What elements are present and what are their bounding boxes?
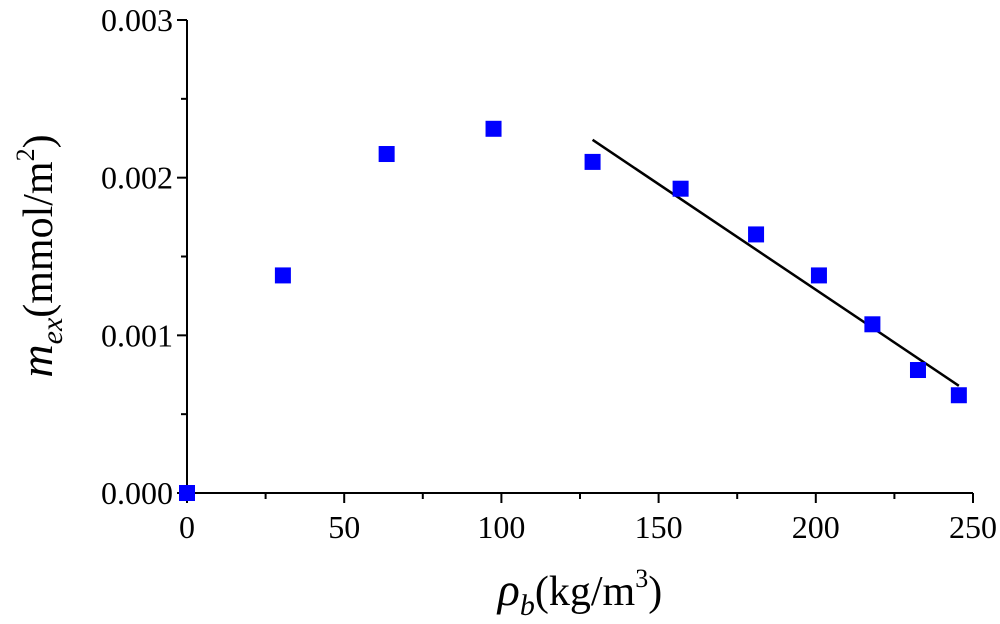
data-point	[274, 267, 291, 284]
x-axis-title: ρb(kg/m3)	[496, 564, 662, 622]
y-tick-label: 0.003	[101, 2, 173, 38]
x-axis-subscript: b	[520, 589, 535, 622]
x-axis-symbol: ρ	[496, 564, 520, 615]
y-axis-symbol: m	[11, 344, 62, 377]
data-point	[179, 485, 195, 501]
y-axis-unit-close: )	[16, 134, 62, 148]
data-point	[378, 146, 395, 163]
y-axis-unit-sup: 2	[11, 148, 40, 161]
y-axis-title: mex(mmol/m2)	[11, 134, 69, 377]
data-point	[672, 180, 689, 197]
data-point	[810, 267, 827, 284]
x-tick-label: 0	[179, 509, 195, 545]
x-axis-unit-sup: 3	[635, 564, 648, 593]
data-point	[748, 226, 765, 243]
fit-line-group	[591, 138, 960, 387]
x-tick-label: 150	[635, 509, 683, 545]
x-ticks: 0 50 100 150 200 250	[179, 493, 997, 545]
y-axis-unit: (mmol/m	[16, 161, 62, 318]
x-tick-label: 100	[477, 509, 525, 545]
data-point	[864, 316, 881, 333]
axes	[186, 20, 973, 494]
x-tick-label: 250	[949, 509, 997, 545]
x-axis-unit-close: )	[648, 569, 662, 615]
y-tick-label: 0.000	[101, 475, 173, 511]
y-axis-subscript: ex	[36, 317, 69, 344]
data-point	[950, 387, 967, 404]
x-tick-label: 50	[328, 509, 360, 545]
data-points	[179, 120, 967, 501]
data-point	[485, 120, 502, 137]
x-tick-label: 200	[792, 509, 840, 545]
y-tick-label: 0.002	[101, 160, 173, 196]
y-ticks: 0.000 0.001 0.002 0.003	[101, 2, 187, 511]
x-axis-unit: (kg/m	[535, 569, 636, 615]
fit-line	[591, 138, 960, 387]
data-point	[909, 362, 926, 379]
data-point	[584, 153, 601, 170]
y-tick-label: 0.001	[101, 317, 173, 353]
